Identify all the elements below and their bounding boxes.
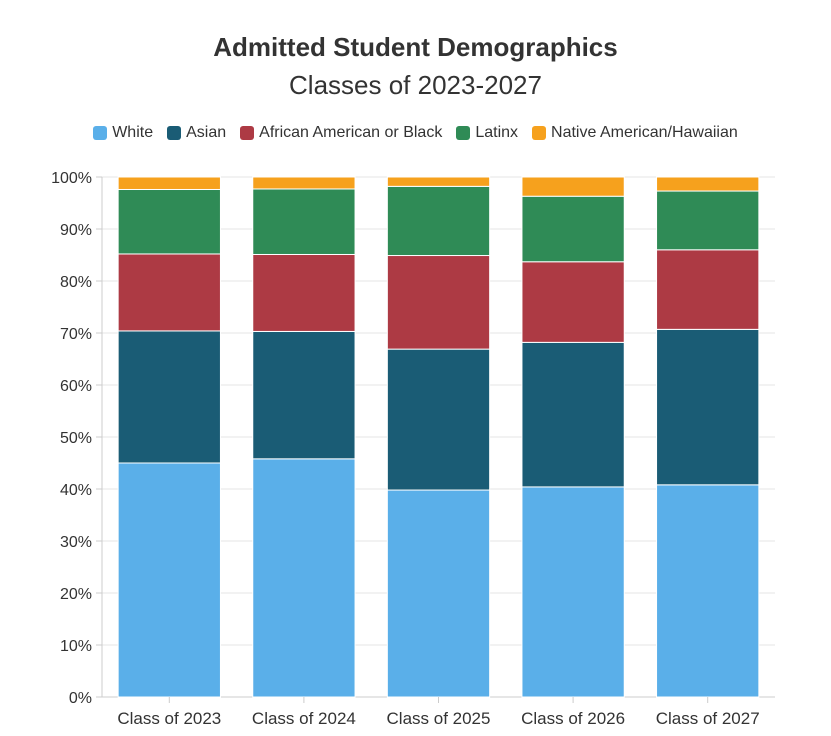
legend-item[interactable]: Asian <box>167 124 226 142</box>
bar-segment-white[interactable] <box>117 462 221 698</box>
legend-label: Asian <box>186 124 227 141</box>
legend-swatch <box>93 126 108 140</box>
bar-segment-asian[interactable] <box>521 341 625 488</box>
y-tick-label: 20% <box>60 586 92 603</box>
legend-item[interactable]: White <box>93 124 153 142</box>
legend-label: African American or Black <box>259 124 443 141</box>
legend-swatch <box>532 126 547 140</box>
x-tick-label: Class of 2024 <box>252 709 356 728</box>
bar-segment-latinx[interactable] <box>656 190 760 251</box>
y-tick-label: 0% <box>69 690 92 707</box>
x-tick-label: Class of 2023 <box>117 709 221 728</box>
bar-segment-asian[interactable] <box>656 328 760 486</box>
chart-subtitle: Classes of 2023-2027 <box>289 70 542 100</box>
bar-segment-white[interactable] <box>656 484 760 698</box>
bar-segment-latinx[interactable] <box>252 188 356 255</box>
bar-segment-white[interactable] <box>252 458 356 698</box>
y-tick-label: 60% <box>60 378 92 395</box>
bar-segment-african-american-or-black[interactable] <box>117 253 221 332</box>
y-tick-label: 30% <box>60 534 92 551</box>
y-tick-label: 100% <box>51 170 92 187</box>
legend-label: White <box>112 124 154 141</box>
bar-segment-white[interactable] <box>521 486 625 698</box>
bar-segment-asian[interactable] <box>386 348 491 491</box>
chart-legend: White Asian African American or Black Latin… <box>0 124 831 142</box>
bar-segment-latinx[interactable] <box>117 188 221 255</box>
bar-segment-latinx[interactable] <box>521 195 625 263</box>
y-tick-label: 80% <box>60 274 92 291</box>
y-tick-label: 10% <box>60 638 92 655</box>
bar-segment-asian[interactable] <box>252 330 356 460</box>
legend-item[interactable]: Native American/Hawaiian <box>532 124 738 142</box>
bar-segment-native-american-hawaiian[interactable] <box>656 176 760 192</box>
x-tick-label: Class of 2027 <box>656 709 760 728</box>
legend-swatch <box>167 126 182 140</box>
bar-segment-african-american-or-black[interactable] <box>386 255 491 350</box>
bar-segment-latinx[interactable] <box>386 185 491 257</box>
bar-segment-native-american-hawaiian[interactable] <box>521 176 625 197</box>
bar-segment-native-american-hawaiian[interactable] <box>117 176 221 190</box>
legend-label: Native American/Hawaiian <box>551 124 738 141</box>
legend-item[interactable]: Latinx <box>456 124 518 142</box>
chart-title: Admitted Student Demographics <box>213 32 618 62</box>
bar-segment-african-american-or-black[interactable] <box>252 253 356 332</box>
legend-swatch <box>456 126 471 140</box>
legend-label: Latinx <box>475 124 519 141</box>
bar-segment-native-american-hawaiian[interactable] <box>386 176 491 187</box>
y-tick-label: 90% <box>60 222 92 239</box>
bar-segment-african-american-or-black[interactable] <box>521 261 625 343</box>
legend-swatch <box>240 126 255 140</box>
x-tick-label: Class of 2026 <box>521 709 625 728</box>
x-tick-label: Class of 2025 <box>387 709 491 728</box>
bar-segment-asian[interactable] <box>117 330 221 464</box>
bar-segment-native-american-hawaiian[interactable] <box>252 176 356 190</box>
legend-item[interactable]: African American or Black <box>240 124 442 142</box>
bar-segment-african-american-or-black[interactable] <box>656 249 760 330</box>
y-tick-label: 50% <box>60 430 92 447</box>
bar-segment-white[interactable] <box>386 489 491 698</box>
y-tick-label: 70% <box>60 326 92 343</box>
y-tick-label: 40% <box>60 482 92 499</box>
